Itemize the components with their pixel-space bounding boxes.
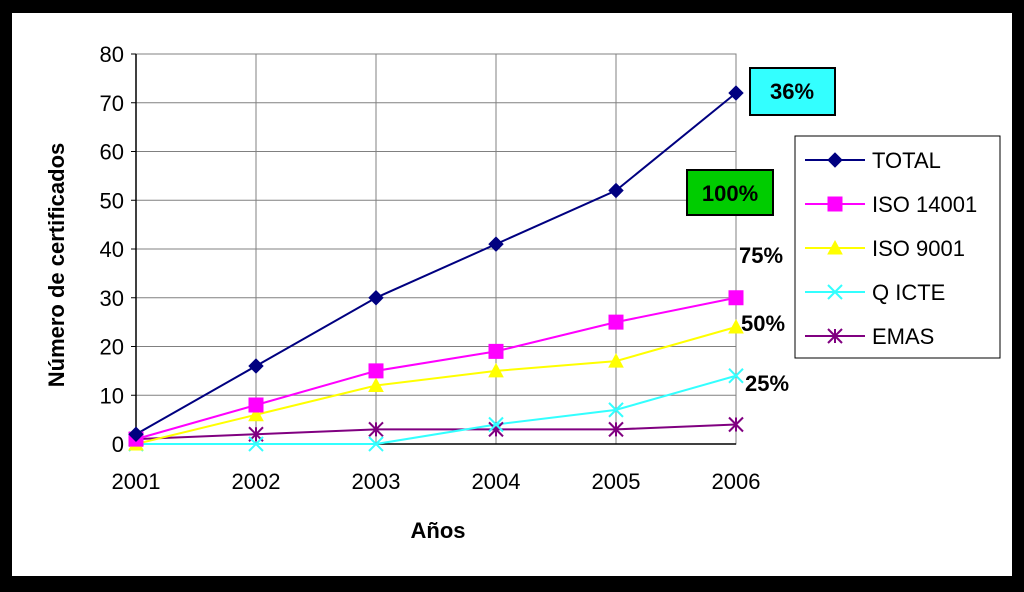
legend-item-total: TOTAL	[805, 148, 941, 173]
point-q-icte-2002	[248, 436, 264, 452]
legend: TOTAL ISO 14001 ISO 9001 Q ICTE EMAS	[794, 135, 1001, 359]
y-tick-label-10: 10	[100, 383, 124, 408]
point-total-2001	[128, 426, 144, 442]
series-line-total	[135, 92, 737, 436]
annotation-25-label: 25%	[745, 371, 789, 396]
point-iso-9001-2004	[488, 362, 504, 378]
series-line-emas	[135, 423, 737, 441]
annotation-100-box	[686, 169, 774, 216]
point-iso-9001-2006	[728, 318, 744, 334]
legend-label-total: TOTAL	[872, 148, 941, 173]
x-tick-label-2004: 2004	[472, 469, 521, 494]
point-iso-14001-2002	[248, 397, 264, 413]
point-total-2005	[608, 182, 624, 199]
series-line-iso-9001	[135, 326, 737, 445]
point-iso-14001-2003	[368, 363, 384, 379]
legend-label-iso-14001: ISO 14001	[872, 192, 977, 217]
y-tick-label-20: 20	[100, 335, 124, 360]
y-tick-label-50: 50	[100, 188, 124, 213]
chart-frame: 0 10 20 30 40 50 60 70 80 2001 2002 2003 2004 2005 20…	[12, 13, 1012, 576]
gridlines	[135, 53, 737, 445]
series-line-q-icte	[136, 374, 737, 445]
point-iso-14001-2005	[608, 314, 624, 330]
y-tick-label-40: 40	[100, 237, 124, 262]
point-iso-9001-2005	[608, 353, 624, 368]
legend-label-emas: EMAS	[872, 324, 934, 349]
point-iso-9001-2003	[368, 377, 384, 392]
legend-marker-q-icte	[827, 284, 843, 300]
point-iso-14001-2006	[728, 290, 744, 306]
legend-item-iso-9001: ISO 9001	[805, 236, 965, 261]
point-emas-2006	[728, 416, 744, 433]
legend-item-emas: EMAS	[805, 324, 934, 349]
y-axis-title: Número de certificados	[44, 143, 69, 388]
x-tick-label-2005: 2005	[592, 469, 641, 494]
annotation-36-box	[749, 67, 836, 116]
legend-item-iso-14001: ISO 14001	[805, 192, 977, 217]
series-line-iso-14001	[135, 296, 737, 441]
x-axis-title: Años	[411, 518, 466, 543]
x-tick-labels: 2001 2002 2003 2004 2005 2006	[112, 469, 761, 494]
point-total-2004	[488, 236, 504, 252]
legend-marker-iso-14001	[827, 196, 843, 212]
x-tick-label-2001: 2001	[112, 469, 161, 494]
y-tick-label-70: 70	[100, 91, 124, 116]
annotation-36-text: 36%	[770, 79, 814, 104]
x-tick-label-2002: 2002	[232, 469, 281, 494]
y-tick-labels: 0 10 20 30 40 50 60 70 80	[100, 42, 136, 457]
point-q-icte-2003	[368, 436, 384, 452]
y-tick-label-80: 80	[100, 42, 124, 67]
legend-item-q-icte: Q ICTE	[805, 280, 945, 305]
point-q-icte-2004	[488, 416, 504, 433]
point-total-2002	[248, 358, 264, 374]
y-tick-label-60: 60	[100, 140, 124, 165]
legend-label-q-icte: Q ICTE	[872, 280, 945, 305]
annotation-50-label: 50%	[741, 311, 785, 336]
annotation-100-badge: 100%	[686, 169, 774, 216]
annotation-100-text: 100%	[702, 181, 758, 206]
legend-label-iso-9001: ISO 9001	[872, 236, 965, 261]
point-emas-2003	[368, 421, 384, 438]
annotation-75-label: 75%	[739, 243, 783, 268]
legend-marker-total	[827, 152, 843, 168]
x-tick-label-2006: 2006	[712, 469, 761, 494]
point-total-2003	[368, 290, 384, 306]
point-total-2006	[728, 85, 744, 101]
legend-marker-iso-9001	[827, 239, 843, 255]
y-tick-label-0: 0	[112, 432, 124, 457]
y-tick-label-30: 30	[100, 286, 124, 311]
point-iso-9001-2002	[248, 406, 264, 422]
series-markers	[128, 85, 744, 452]
annotation-36-badge: 36%	[749, 67, 836, 116]
x-tick-label-2003: 2003	[352, 469, 401, 494]
legend-marker-emas	[827, 328, 843, 344]
point-q-icte-2006	[728, 368, 744, 384]
series-lines	[135, 92, 737, 445]
point-q-icte-2005	[608, 402, 624, 418]
point-emas-2005	[608, 421, 624, 438]
point-iso-14001-2004	[488, 343, 504, 359]
